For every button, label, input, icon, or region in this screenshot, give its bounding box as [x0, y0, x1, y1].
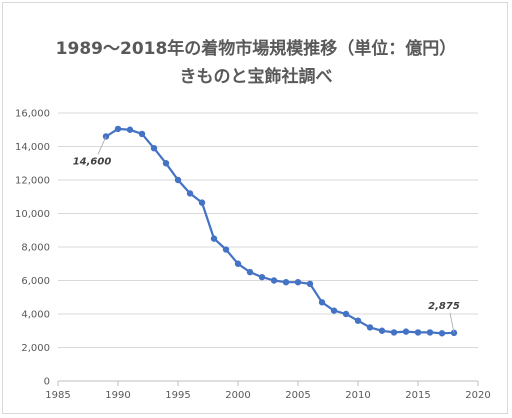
data-labels: 14,600 2,875 — [73, 136, 460, 333]
y-tick-label: 4,000 — [21, 310, 50, 321]
x-tick-label: 2010 — [345, 390, 370, 401]
gridlines — [58, 112, 478, 348]
data-point — [198, 199, 206, 206]
y-tick-label: 6,000 — [21, 276, 50, 287]
data-point — [270, 277, 278, 284]
y-tick-label: 0 — [44, 377, 50, 388]
data-point — [114, 125, 122, 133]
x-tick-label: 1995 — [165, 390, 190, 401]
x-tick-label: 2020 — [465, 390, 490, 401]
y-tick-label: 2,000 — [21, 343, 50, 354]
data-point — [354, 317, 362, 324]
data-point — [258, 273, 266, 281]
data-point — [186, 190, 194, 197]
data-point — [318, 299, 326, 306]
data-label-leader — [97, 136, 107, 155]
data-point — [438, 330, 446, 337]
data-point — [234, 260, 242, 267]
data-point — [390, 329, 398, 336]
data-points — [102, 125, 458, 337]
series-line-layer — [105, 127, 455, 335]
x-tick-label: 2005 — [285, 390, 310, 401]
data-point — [126, 126, 134, 133]
chart-title: 1989～2018年の着物市場規模推移（単位：億円） — [55, 39, 457, 59]
data-point — [222, 246, 230, 253]
data-point — [282, 278, 290, 286]
data-point — [342, 310, 350, 318]
data-label: 14,600 — [73, 156, 112, 167]
data-point — [294, 278, 302, 286]
data-point — [150, 144, 158, 152]
chart-subtitle: きものと宝飾社調べ — [179, 67, 333, 87]
x-tick-label: 2015 — [405, 390, 430, 401]
data-point — [210, 235, 218, 242]
data-point — [426, 329, 434, 336]
data-point — [246, 268, 254, 276]
x-tick-label: 1985 — [45, 390, 70, 401]
y-tick-label: 10,000 — [15, 209, 50, 220]
data-point — [402, 328, 410, 335]
data-point — [138, 130, 146, 138]
data-point — [306, 280, 314, 288]
data-point — [366, 324, 374, 331]
data-point — [330, 307, 338, 314]
data-point — [378, 327, 386, 334]
x-tick-label: 1990 — [105, 390, 130, 401]
y-tick-label: 8,000 — [21, 243, 50, 254]
x-tick-label: 2000 — [225, 390, 250, 401]
y-tick-label: 14,000 — [15, 142, 50, 153]
chart-frame — [2, 2, 508, 414]
data-point — [414, 329, 422, 336]
data-label-leader — [449, 312, 455, 333]
y-tick-label: 16,000 — [15, 109, 50, 120]
data-label: 2,875 — [428, 301, 460, 312]
data-point — [174, 176, 182, 184]
y-tick-label: 12,000 — [15, 176, 50, 187]
tick-labels: 0 2,000 4,000 6,000 8,000 10,000 12,000 14,000 1… — [15, 109, 491, 402]
data-point — [162, 160, 170, 167]
series-line — [105, 127, 455, 335]
axes — [57, 380, 479, 386]
